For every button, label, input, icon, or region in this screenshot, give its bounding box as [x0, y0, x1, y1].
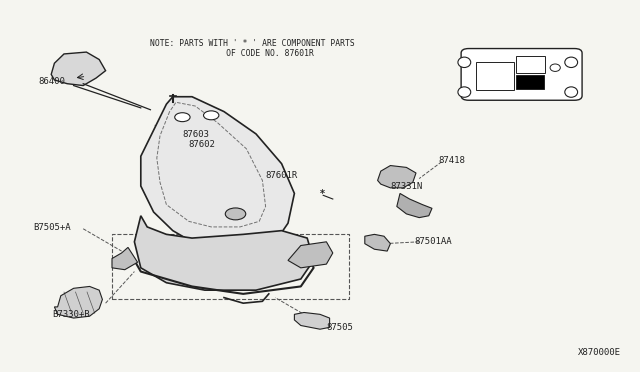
Polygon shape	[288, 242, 333, 268]
Ellipse shape	[564, 87, 577, 97]
Polygon shape	[134, 216, 314, 290]
Polygon shape	[365, 234, 390, 251]
Ellipse shape	[564, 57, 577, 68]
Text: 87602: 87602	[189, 140, 216, 149]
Polygon shape	[54, 286, 102, 318]
Text: 87505: 87505	[326, 323, 353, 332]
Circle shape	[175, 113, 190, 122]
Polygon shape	[51, 52, 106, 86]
FancyBboxPatch shape	[461, 49, 582, 100]
Text: 86400: 86400	[38, 77, 65, 86]
Text: 87501AA: 87501AA	[415, 237, 452, 246]
Text: X870000E: X870000E	[578, 348, 621, 357]
Text: 87601R: 87601R	[266, 171, 298, 180]
Text: B7330+B: B7330+B	[52, 310, 90, 319]
FancyBboxPatch shape	[516, 74, 544, 89]
FancyBboxPatch shape	[516, 56, 545, 73]
Ellipse shape	[458, 57, 470, 68]
Text: 87331N: 87331N	[390, 182, 422, 191]
FancyBboxPatch shape	[476, 61, 514, 90]
Text: *: *	[319, 189, 324, 199]
Polygon shape	[378, 166, 416, 188]
Text: NOTE: PARTS WITH ' * ' ARE COMPONENT PARTS
       OF CODE NO. 87601R: NOTE: PARTS WITH ' * ' ARE COMPONENT PAR…	[150, 39, 355, 58]
Polygon shape	[141, 97, 294, 246]
Circle shape	[204, 111, 219, 120]
Circle shape	[225, 208, 246, 220]
Text: 87603: 87603	[182, 130, 209, 139]
Polygon shape	[112, 247, 138, 270]
Polygon shape	[294, 312, 330, 329]
Text: 87418: 87418	[438, 156, 465, 165]
Ellipse shape	[458, 87, 470, 97]
Ellipse shape	[550, 64, 561, 71]
Polygon shape	[397, 193, 432, 218]
Text: B7505+A: B7505+A	[33, 223, 71, 232]
